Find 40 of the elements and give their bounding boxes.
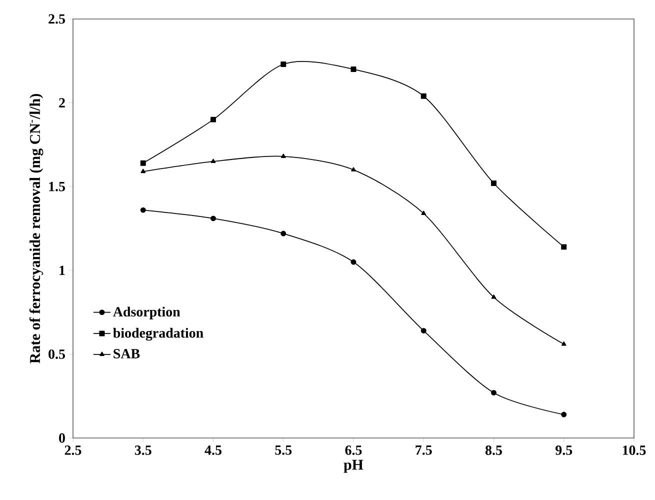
x-tick-label: 4.5: [204, 446, 222, 455]
x-tick-label: 7.5: [416, 446, 432, 455]
point: [280, 154, 286, 158]
point: [351, 167, 356, 172]
y-tick-label: 0.5: [48, 349, 65, 359]
point: [420, 93, 426, 99]
legend-label: Adsorption: [113, 306, 180, 320]
point: [491, 180, 496, 186]
point: [210, 216, 216, 222]
point: [420, 328, 426, 334]
x-tick-label: 9.5: [556, 446, 572, 455]
legend-label: SAB: [114, 349, 140, 358]
point: [140, 207, 146, 213]
point: [421, 210, 426, 216]
point: [491, 294, 496, 299]
point: [350, 66, 356, 72]
x-tick-label: 8.5: [486, 446, 502, 455]
y-tick-label: 1.5: [49, 182, 65, 192]
x-tick-label: 6.5: [345, 446, 362, 455]
point: [140, 160, 146, 166]
point: [491, 390, 496, 396]
y-tick-label: 2: [59, 98, 65, 108]
point: [210, 158, 216, 164]
y-tick-label: 1: [60, 266, 65, 276]
x-axis-title: pH: [344, 460, 364, 473]
point: [561, 244, 567, 250]
x-tick-label: 5.5: [275, 446, 292, 455]
y-axis-title: Rate of ferrocyanide removal (mg CN$^{-}$/l/h): [29, 94, 44, 364]
x-tick-label: 10.5: [622, 446, 646, 455]
x-tick-label: 3.5: [134, 446, 152, 455]
point: [210, 116, 216, 122]
point: [140, 168, 146, 174]
y-tick-label: 0: [59, 433, 65, 443]
point: [280, 230, 286, 236]
legend-label: biodegradation: [113, 328, 204, 341]
point: [350, 259, 356, 265]
point: [280, 62, 286, 67]
point: [561, 341, 566, 346]
y-tick-label: 2.5: [48, 14, 65, 24]
point: [561, 412, 567, 418]
